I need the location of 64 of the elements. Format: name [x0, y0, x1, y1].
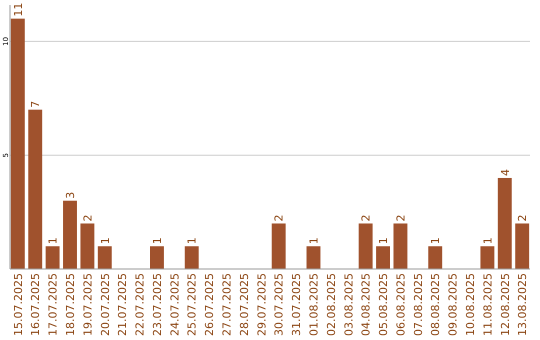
- bar: [376, 246, 390, 269]
- x-tick-label: 29.07.2025: [255, 273, 268, 336]
- bar: [498, 178, 512, 269]
- x-tick-label: 15.07.2025: [12, 273, 25, 336]
- data-label: 2: [272, 214, 286, 222]
- x-tick-label: 05.08.2025: [377, 273, 390, 336]
- x-tick-label: 08.08.2025: [429, 273, 442, 336]
- x-tick-label: 04.08.2025: [360, 273, 373, 336]
- x-tick-label: 13.08.2025: [516, 273, 530, 336]
- bar: [480, 246, 494, 269]
- bar: [428, 246, 442, 269]
- data-label: 1: [150, 237, 164, 244]
- data-label: 2: [394, 214, 408, 222]
- x-tick-label: 23.07.2025: [150, 273, 164, 336]
- x-tick-label: 22.07.2025: [134, 273, 147, 336]
- x-tick-label: 16.07.2025: [29, 273, 42, 336]
- data-label: 1: [481, 237, 494, 244]
- data-label: 1: [98, 237, 112, 244]
- bar: [515, 223, 530, 269]
- data-label: 1: [186, 237, 199, 244]
- x-tick-label: 25.07.2025: [186, 273, 199, 336]
- x-tick-label: 12.08.2025: [498, 273, 512, 336]
- x-tick-label: 03.08.2025: [342, 273, 356, 336]
- bar: [272, 223, 286, 269]
- data-label: 11: [12, 2, 25, 17]
- x-tick-label: 01.08.2025: [307, 273, 320, 336]
- bar: [358, 223, 373, 269]
- data-label: 1: [307, 237, 320, 244]
- x-tick-label: 31.07.2025: [290, 273, 304, 336]
- x-tick-label: 19.07.2025: [81, 273, 94, 336]
- data-label: 7: [29, 100, 42, 108]
- x-tick-label: 02.08.2025: [324, 273, 338, 336]
- x-tick-label: 06.08.2025: [394, 273, 408, 336]
- x-tick-label: 11.08.2025: [481, 273, 494, 336]
- data-label: 2: [360, 214, 373, 222]
- x-tick-label: 17.07.2025: [46, 273, 60, 336]
- x-tick-label: 24.07.2025: [168, 273, 182, 336]
- data-label: 2: [516, 214, 530, 222]
- data-label: 1: [46, 237, 60, 244]
- bar: [150, 246, 164, 269]
- data-label: 1: [429, 237, 442, 244]
- x-tick-label: 28.07.2025: [238, 273, 251, 336]
- data-label: 4: [498, 168, 512, 176]
- bar: [63, 200, 77, 269]
- data-label: 1: [377, 237, 390, 244]
- bar: [306, 246, 320, 269]
- x-tick-label: 20.07.2025: [98, 273, 112, 336]
- bar: [80, 223, 94, 269]
- bar: [28, 110, 42, 269]
- x-tick-label: 09.08.2025: [446, 273, 460, 336]
- bar: [46, 246, 60, 269]
- x-tick-label: 21.07.2025: [116, 273, 130, 336]
- x-tick-label: 26.07.2025: [203, 273, 216, 336]
- bar: [10, 18, 25, 269]
- data-label: 3: [64, 192, 77, 199]
- x-tick-label: 27.07.2025: [220, 273, 234, 336]
- data-label: 2: [81, 214, 94, 222]
- bar: [184, 246, 199, 269]
- x-tick-label: 30.07.2025: [272, 273, 286, 336]
- bar: [98, 246, 112, 269]
- x-tick-label: 07.08.2025: [412, 273, 425, 336]
- x-tick-label: 10.08.2025: [464, 273, 477, 336]
- x-tick-label: 18.07.2025: [64, 273, 77, 336]
- bar: [393, 223, 408, 269]
